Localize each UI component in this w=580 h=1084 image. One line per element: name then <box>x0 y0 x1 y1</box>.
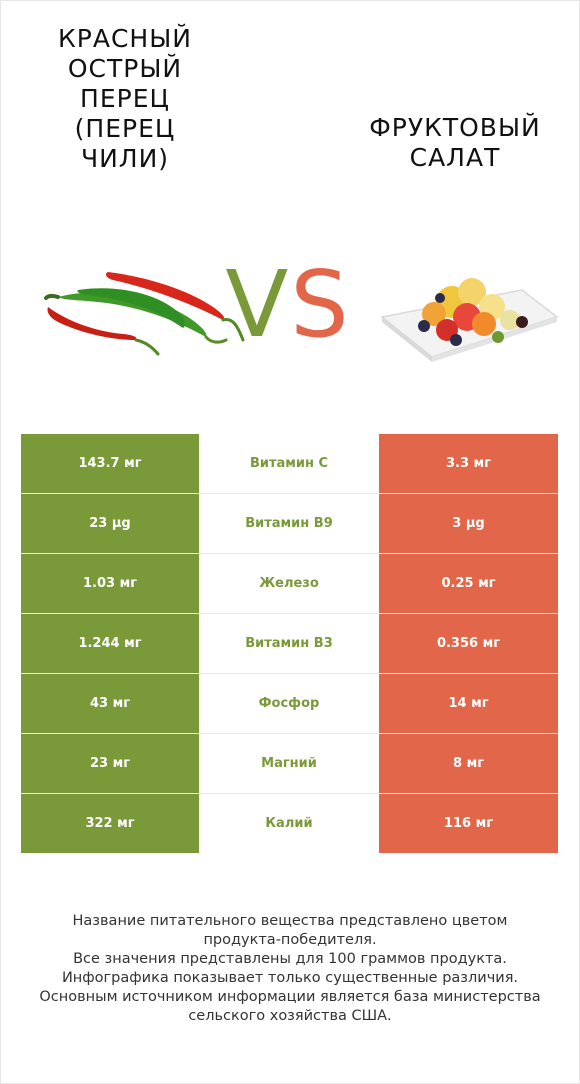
nutrient-name-cell: Железо <box>199 554 379 613</box>
table-row: 1.244 мг Витамин B3 0.356 мг <box>21 614 558 673</box>
right-product-title: Фруктовый салат <box>369 113 541 172</box>
table-row: 23 µg Витамин B9 3 µg <box>21 494 558 553</box>
right-value-cell: 3 µg <box>379 494 558 553</box>
row-divider <box>21 793 558 794</box>
table-row: 143.7 мг Витамин C 3.3 мг <box>21 434 558 493</box>
nutrient-name-cell: Магний <box>199 734 379 793</box>
nutrient-name-cell: Фосфор <box>199 674 379 733</box>
fruit-salad-image <box>380 278 559 362</box>
left-value-cell: 43 мг <box>21 674 199 733</box>
right-value-cell: 14 мг <box>379 674 558 733</box>
right-value-cell: 0.356 мг <box>379 614 558 673</box>
row-divider <box>21 733 558 734</box>
left-value-cell: 322 мг <box>21 794 199 853</box>
row-divider <box>21 613 558 614</box>
row-divider <box>21 493 558 494</box>
row-divider <box>21 553 558 554</box>
right-value-cell: 3.3 мг <box>379 434 558 493</box>
vs-s-letter: S <box>290 251 351 358</box>
versus-label: VS <box>218 255 358 355</box>
left-value-cell: 23 мг <box>21 734 199 793</box>
left-value-cell: 143.7 мг <box>21 434 199 493</box>
right-value-cell: 8 мг <box>379 734 558 793</box>
left-product-title: Красный острый перец (перец чили) <box>58 24 192 173</box>
table-row: 23 мг Магний 8 мг <box>21 734 558 793</box>
nutrient-name-cell: Витамин B3 <box>199 614 379 673</box>
table-row: 43 мг Фосфор 14 мг <box>21 674 558 733</box>
nutrient-name-cell: Калий <box>199 794 379 853</box>
left-value-cell: 1.244 мг <box>21 614 199 673</box>
right-value-cell: 116 мг <box>379 794 558 853</box>
left-value-cell: 23 µg <box>21 494 199 553</box>
left-value-cell: 1.03 мг <box>21 554 199 613</box>
table-row: 322 мг Калий 116 мг <box>21 794 558 853</box>
nutrient-name-cell: Витамин C <box>199 434 379 493</box>
table-row: 1.03 мг Железо 0.25 мг <box>21 554 558 613</box>
right-value-cell: 0.25 мг <box>379 554 558 613</box>
chili-peppers-image <box>44 272 245 356</box>
nutrient-name-cell: Витамин B9 <box>199 494 379 553</box>
row-divider <box>21 673 558 674</box>
vs-v-letter: V <box>225 251 291 358</box>
footer-note: Название питательного вещества представл… <box>39 913 541 1024</box>
nutrient-comparison-table: 143.7 мг Витамин C 3.3 мг 23 µg Витамин B9 3 … <box>21 434 558 854</box>
